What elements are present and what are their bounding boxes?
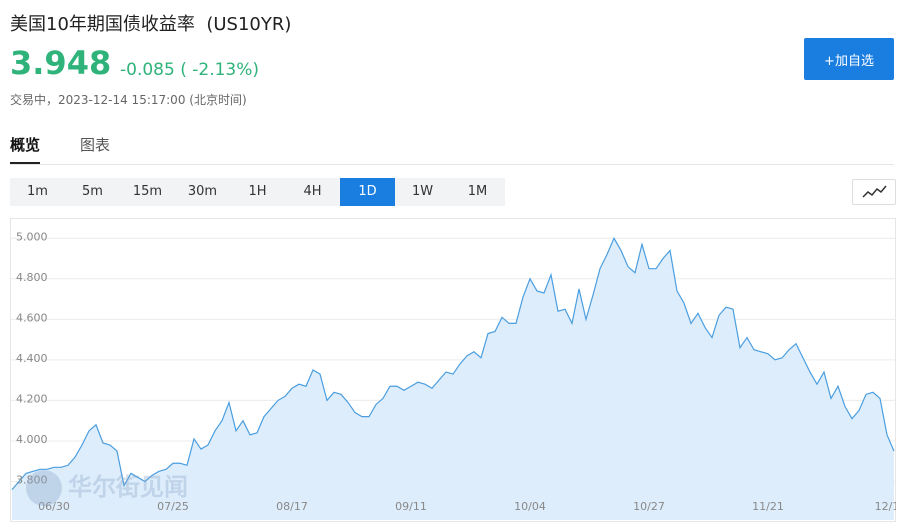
interval-button[interactable]: 15m bbox=[132, 184, 163, 199]
interval-button[interactable]: 1D bbox=[340, 178, 395, 206]
x-tick-label: 10/04 bbox=[514, 500, 546, 513]
interval-button[interactable]: 4H bbox=[303, 184, 322, 199]
icon bbox=[862, 185, 887, 198]
y-tick-label: 5.000 bbox=[16, 230, 48, 243]
x-tick-label: 06/30 bbox=[38, 500, 70, 513]
tab[interactable]: 图表 bbox=[80, 136, 111, 154]
add-watchlist-button[interactable]: +加自选 bbox=[804, 38, 894, 80]
title: 美国10年期国债收益率 (US10YR) bbox=[10, 14, 292, 35]
watermark-logo bbox=[26, 470, 62, 506]
interval-button[interactable]: 1M bbox=[467, 184, 488, 199]
x-tick-label: 07/25 bbox=[157, 500, 189, 513]
y-tick-label: 4.400 bbox=[16, 352, 48, 365]
line bbox=[11, 236, 895, 490]
y-tick-label: 4.800 bbox=[16, 271, 48, 284]
x-tick-label: 11/21 bbox=[752, 500, 784, 513]
price: 3.948 bbox=[10, 44, 112, 82]
x-tick-label: 09/11 bbox=[395, 500, 427, 513]
interval-bar: 1m 5m 15m 30m 1H 4H 1D 1W 1M bbox=[10, 178, 505, 206]
y-tick-label: 4.600 bbox=[16, 311, 48, 324]
y-tick-label: 4.200 bbox=[16, 392, 48, 405]
status: 交易中，2023-12-14 15:17:00 (北京时间) bbox=[10, 93, 247, 107]
interval-button[interactable]: 1W bbox=[411, 184, 434, 199]
x-tick-label: 12/1 bbox=[875, 500, 896, 513]
tab[interactable]: 概览 bbox=[10, 128, 41, 164]
area bbox=[12, 238, 894, 520]
change: -0.085 ( -2.13%) bbox=[120, 60, 260, 80]
watermark: 华尔街见闻 bbox=[68, 473, 188, 501]
y-tick-label: 3.800 bbox=[16, 473, 48, 486]
chart-type-button[interactable] bbox=[852, 179, 896, 205]
interval-button[interactable]: 5m bbox=[82, 184, 103, 199]
chart-border bbox=[10, 218, 896, 522]
tabs: 概览 图表 bbox=[10, 128, 894, 165]
interval-button[interactable]: 30m bbox=[187, 184, 218, 199]
y-tick-label: 4.000 bbox=[16, 433, 48, 446]
interval-button[interactable]: 1H bbox=[248, 184, 267, 199]
interval-button[interactable]: 1m bbox=[27, 184, 48, 199]
x-tick-label: 10/27 bbox=[633, 500, 665, 513]
x-tick-label: 08/17 bbox=[276, 500, 308, 513]
chart: 3.800 4.000 4.200 4.400 4.600 4.800 5.000 06/30… bbox=[10, 218, 896, 522]
